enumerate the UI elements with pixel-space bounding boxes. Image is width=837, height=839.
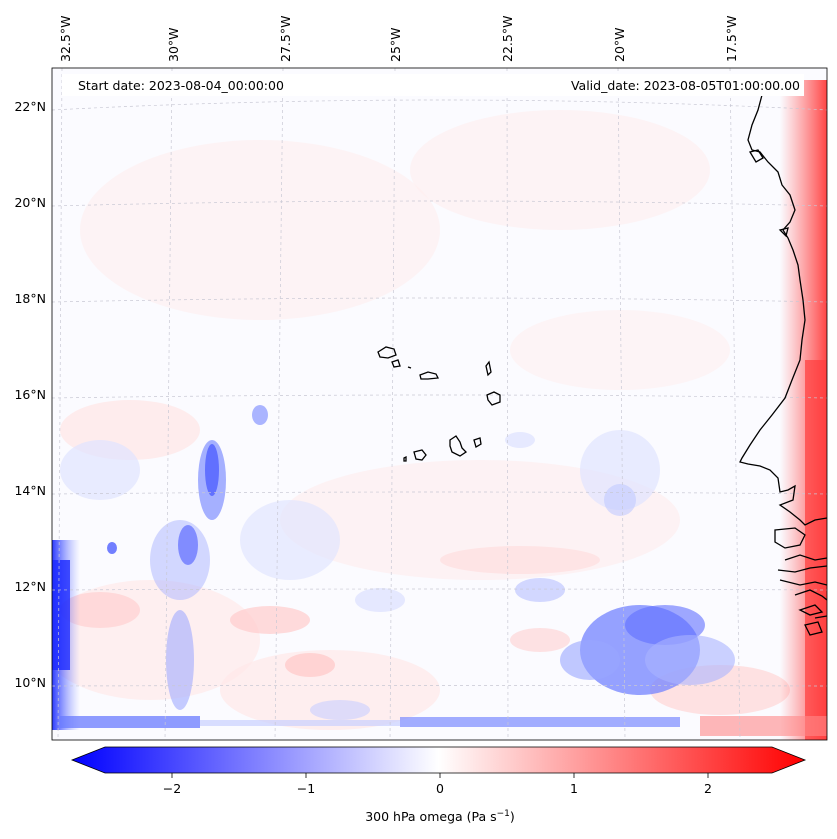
- colorbar-label: 300 hPa omega (Pa s−1): [365, 809, 515, 824]
- lon-label-32-5w: 32.5°W: [58, 16, 73, 62]
- lat-label-16n: 16°N: [14, 387, 46, 402]
- lat-label-22n: 22°N: [14, 99, 46, 114]
- cb-tick-0: 0: [436, 781, 444, 796]
- island-santo-antao: [377, 346, 397, 359]
- coastlines: [377, 84, 827, 636]
- cb-tick-neg2: −2: [163, 781, 181, 796]
- lat-label-20n: 20°N: [14, 195, 46, 210]
- lon-label-30w: 30°W: [166, 27, 181, 62]
- lat-label-18n: 18°N: [14, 291, 46, 306]
- valid-date-label: Valid_date: 2023-08-05T01:00:00.00: [571, 78, 800, 93]
- start-date-label: Start date: 2023-08-04_00:00:00: [78, 78, 284, 93]
- map-panel: Start date: 2023-08-04_00:00:00 Valid_da…: [51, 67, 828, 741]
- cb-tick-1: 1: [570, 781, 578, 796]
- latitude-labels: 22°N 20°N 18°N 16°N 14°N 12°N 10°N: [14, 99, 46, 690]
- colorbar-ticks: [171, 773, 709, 778]
- lat-label-14n: 14°N: [14, 483, 46, 498]
- lat-label-10n: 10°N: [14, 675, 46, 690]
- lon-label-22-5w: 22.5°W: [500, 16, 515, 62]
- cb-tick-neg1: −1: [297, 781, 315, 796]
- omega-field: [52, 80, 827, 740]
- lon-label-25w: 25°W: [388, 27, 403, 62]
- colorbar: −2 −1 0 1 2 300 hPa omega (Pa s−1): [70, 746, 807, 824]
- africa-coastline: [739, 84, 827, 526]
- colorbar-body: [70, 746, 807, 774]
- graticule: [52, 68, 827, 740]
- map-frame: [51, 67, 828, 741]
- lon-label-27-5w: 27.5°W: [278, 16, 293, 62]
- info-strip: [62, 74, 804, 96]
- cb-tick-2: 2: [704, 781, 712, 796]
- lat-label-12n: 12°N: [14, 579, 46, 594]
- lon-label-20w: 20°W: [612, 27, 627, 62]
- lon-label-17-5w: 17.5°W: [724, 16, 739, 62]
- longitude-labels: 32.5°W 30°W 27.5°W 25°W 22.5°W 20°W 17.5…: [58, 16, 739, 62]
